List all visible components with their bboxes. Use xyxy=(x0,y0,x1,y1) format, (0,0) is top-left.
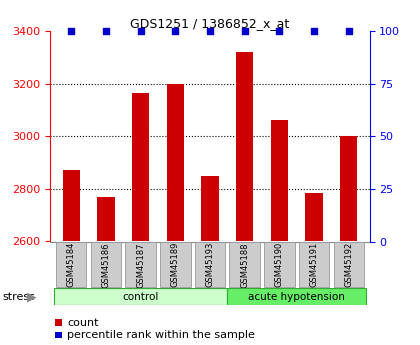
Text: percentile rank within the sample: percentile rank within the sample xyxy=(67,331,255,340)
Text: control: control xyxy=(122,292,159,302)
Text: stress: stress xyxy=(2,292,35,302)
Point xyxy=(345,28,352,34)
FancyBboxPatch shape xyxy=(56,243,87,287)
Point xyxy=(68,28,75,34)
Text: acute hypotension: acute hypotension xyxy=(248,292,345,302)
FancyBboxPatch shape xyxy=(54,288,227,305)
Bar xyxy=(236,52,253,241)
Bar xyxy=(167,83,184,242)
Text: ▶: ▶ xyxy=(27,290,37,303)
FancyBboxPatch shape xyxy=(195,243,225,287)
Text: GSM45193: GSM45193 xyxy=(205,242,215,287)
Point xyxy=(172,28,178,34)
Text: GSM45190: GSM45190 xyxy=(275,242,284,287)
Bar xyxy=(97,197,115,241)
FancyBboxPatch shape xyxy=(264,243,295,287)
Bar xyxy=(340,136,357,242)
Point xyxy=(241,28,248,34)
FancyBboxPatch shape xyxy=(227,288,366,305)
Bar xyxy=(305,193,323,242)
Text: GSM45188: GSM45188 xyxy=(240,242,249,287)
Bar xyxy=(132,93,149,241)
Bar xyxy=(201,176,219,241)
Text: GSM45191: GSM45191 xyxy=(310,242,319,287)
Bar xyxy=(271,120,288,242)
Text: GSM45187: GSM45187 xyxy=(136,242,145,287)
Point xyxy=(207,28,213,34)
Text: GSM45184: GSM45184 xyxy=(67,242,76,287)
FancyBboxPatch shape xyxy=(91,243,121,287)
FancyBboxPatch shape xyxy=(333,243,364,287)
FancyBboxPatch shape xyxy=(299,243,329,287)
Point xyxy=(102,28,109,34)
Text: GSM45189: GSM45189 xyxy=(171,242,180,287)
FancyBboxPatch shape xyxy=(229,243,260,287)
Point xyxy=(276,28,283,34)
Point xyxy=(311,28,318,34)
Point xyxy=(137,28,144,34)
Text: count: count xyxy=(67,318,99,327)
Text: GSM45186: GSM45186 xyxy=(101,242,110,287)
Text: GSM45192: GSM45192 xyxy=(344,242,353,287)
FancyBboxPatch shape xyxy=(125,243,156,287)
FancyBboxPatch shape xyxy=(160,243,191,287)
Bar xyxy=(63,170,80,242)
Title: GDS1251 / 1386852_x_at: GDS1251 / 1386852_x_at xyxy=(130,17,290,30)
